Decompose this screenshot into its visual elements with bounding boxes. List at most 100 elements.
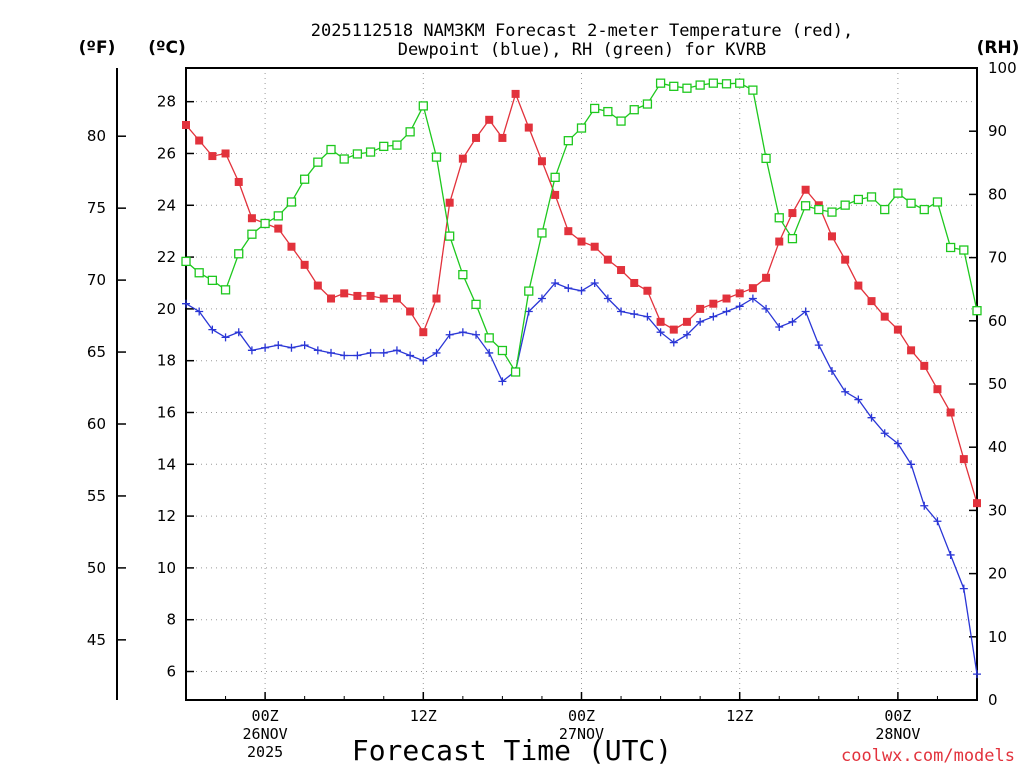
rh-point	[906, 198, 916, 208]
rh-point	[550, 172, 560, 182]
time-tick-label: 12Z	[726, 707, 753, 725]
temperature-point	[880, 312, 889, 321]
rh-point	[392, 140, 402, 150]
grid-lines	[186, 68, 977, 700]
temperature-point	[973, 499, 981, 508]
dewpoint-point	[208, 325, 217, 334]
temperature-point	[195, 136, 204, 145]
dewpoint-point	[472, 330, 481, 339]
fahrenheit-tick-label: 65	[87, 343, 106, 361]
temperature-point	[801, 185, 810, 194]
rh-point	[220, 285, 231, 295]
dewpoint-point	[379, 348, 388, 357]
dewpoint-point	[313, 346, 322, 355]
rh-tick-label: 30	[988, 501, 1007, 519]
dewpoint-point	[907, 460, 916, 469]
rh-point	[260, 218, 270, 229]
time-tick-label: 00Z	[568, 707, 595, 725]
rh-point	[563, 136, 573, 146]
rh-tick-label: 70	[988, 249, 1007, 267]
dewpoint-point	[841, 387, 850, 396]
temperature-point	[247, 214, 256, 223]
rh-point	[932, 197, 943, 207]
rh-tick-label: 60	[988, 312, 1007, 330]
dewpoint-point	[392, 346, 401, 355]
rh-point	[286, 197, 297, 207]
temperature-point	[762, 273, 771, 282]
dewpoint-point	[537, 294, 546, 303]
temperature-point	[419, 328, 428, 337]
rh-point	[945, 242, 956, 253]
celsius-tick-label: 8	[166, 611, 176, 629]
dewpoint-point	[221, 333, 230, 342]
rh-point	[352, 149, 363, 159]
dewpoint-point	[458, 328, 467, 337]
rh-point	[669, 81, 679, 91]
rh-point	[234, 249, 244, 259]
celsius-tick-label: 28	[157, 93, 176, 111]
temperature-point	[458, 154, 467, 163]
dewpoint-point	[669, 338, 678, 347]
dewpoint-point	[709, 312, 718, 321]
temperature-point	[392, 294, 401, 303]
dewpoint-point	[485, 348, 494, 357]
dewpoint-point	[432, 348, 441, 357]
celsius-unit-label: (ºC)	[148, 38, 186, 58]
dewpoint-point	[893, 439, 902, 448]
rh-point	[708, 78, 718, 88]
rh-point	[774, 213, 784, 223]
temperature-point	[696, 304, 705, 313]
dewpoint-point	[577, 286, 586, 295]
temperature-point	[234, 177, 243, 186]
rh-point	[247, 229, 257, 239]
celsius-tick-label: 6	[166, 663, 176, 681]
temperature-point	[182, 120, 190, 129]
dewpoint-point	[406, 351, 415, 360]
temperature-point	[709, 299, 718, 308]
dewpoint-point	[247, 346, 256, 355]
fahrenheit-tick-label: 75	[87, 199, 106, 217]
dewpoint-point	[814, 341, 823, 350]
series-temperature	[182, 89, 981, 508]
dewpoint-point	[182, 299, 190, 308]
rh-point	[590, 103, 600, 114]
dewpoint-point	[590, 278, 599, 287]
fahrenheit-tick-label: 80	[87, 127, 106, 145]
fahrenheit-tick-label: 55	[87, 487, 106, 505]
temperature-point	[313, 281, 322, 290]
time-tick-label: 27NOV	[559, 725, 604, 743]
rh-point	[603, 106, 613, 117]
dewpoint-point	[498, 377, 507, 386]
fahrenheit-unit-label: (ºF)	[79, 38, 116, 58]
rh-tick-label: 90	[988, 122, 1007, 140]
dewpoint-point	[551, 278, 560, 287]
temperature-point	[208, 152, 217, 161]
rh-point	[431, 152, 442, 162]
dewpoint-point	[340, 351, 349, 360]
rh-point	[814, 204, 824, 215]
dewpoint-point	[274, 341, 283, 350]
temperature-point	[379, 294, 388, 303]
temperature-point	[854, 281, 863, 290]
temperature-point	[722, 294, 731, 303]
temperature-point	[287, 242, 296, 251]
rh-point	[194, 268, 204, 278]
dewpoint-point	[920, 501, 929, 510]
temperature-point	[472, 133, 481, 142]
dewpoint-point	[327, 348, 336, 357]
temperature-point	[841, 255, 850, 264]
rh-point	[880, 204, 890, 215]
rh-tick-label: 0	[988, 691, 998, 709]
temperature-point	[788, 209, 797, 218]
dewpoint-point	[801, 307, 810, 316]
time-tick-label: 12Z	[410, 707, 437, 725]
rh-point	[365, 147, 376, 157]
rh-point	[629, 105, 639, 115]
temperature-point	[445, 198, 454, 207]
celsius-tick-label: 14	[157, 455, 176, 473]
dewpoint-point	[287, 343, 296, 352]
fahrenheit-tick-label: 45	[87, 631, 106, 649]
dewpoint-point	[867, 413, 876, 422]
dewpoint-point	[682, 330, 691, 339]
